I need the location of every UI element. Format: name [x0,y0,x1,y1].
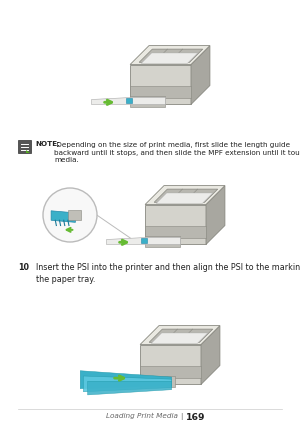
Polygon shape [139,49,203,62]
Polygon shape [201,325,220,384]
Polygon shape [130,96,165,106]
Polygon shape [140,376,175,386]
Polygon shape [191,46,210,104]
Text: 169: 169 [186,413,206,422]
Bar [141,238,147,243]
Polygon shape [156,193,213,203]
Text: 10: 10 [18,263,29,272]
Polygon shape [80,371,172,389]
Polygon shape [145,236,180,247]
Polygon shape [145,204,206,245]
Polygon shape [88,381,172,395]
Polygon shape [140,366,201,378]
Text: Insert the PSI into the printer and then align the PSI to the marking on
the pap: Insert the PSI into the printer and then… [36,263,300,284]
Text: NOTE:: NOTE: [35,141,60,147]
Polygon shape [145,225,206,238]
Bar [126,98,132,104]
Polygon shape [106,237,180,245]
Polygon shape [130,86,191,98]
Polygon shape [140,325,220,345]
Bar [68,210,80,220]
Polygon shape [141,53,198,63]
Polygon shape [154,189,218,202]
Polygon shape [140,345,201,384]
Text: |: | [180,413,182,420]
Polygon shape [91,97,165,104]
Circle shape [43,188,97,242]
Bar [18,140,31,153]
Polygon shape [151,333,208,343]
Polygon shape [206,186,225,245]
Polygon shape [26,150,30,153]
Polygon shape [83,376,172,392]
Text: Depending on the size of print media, first slide the length guide
backward unti: Depending on the size of print media, fi… [54,141,300,164]
Polygon shape [149,329,213,343]
Text: Loading Print Media: Loading Print Media [106,413,178,419]
Polygon shape [51,211,75,222]
Polygon shape [130,46,210,64]
Polygon shape [145,186,225,204]
Polygon shape [130,64,191,104]
